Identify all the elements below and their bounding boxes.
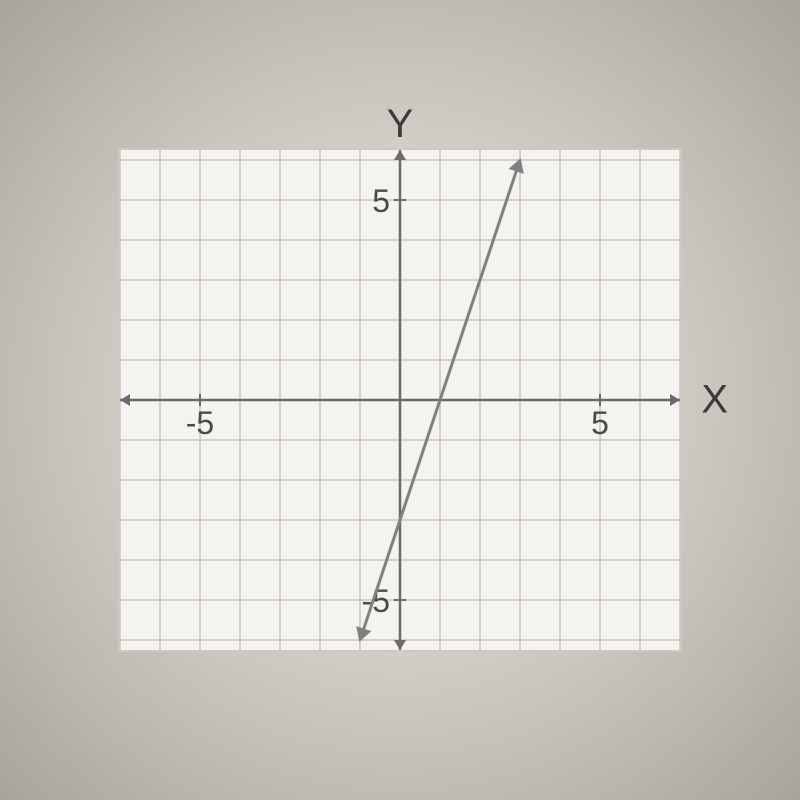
svg-text:5: 5 — [591, 405, 609, 441]
x-axis-label: X — [701, 378, 728, 423]
graph-svg: 5-55-5 — [120, 150, 680, 650]
y-axis-label: Y — [387, 102, 414, 147]
svg-text:5: 5 — [372, 183, 390, 219]
coordinate-graph: Y X 5-55-5 — [118, 148, 682, 652]
svg-text:-5: -5 — [186, 405, 214, 441]
